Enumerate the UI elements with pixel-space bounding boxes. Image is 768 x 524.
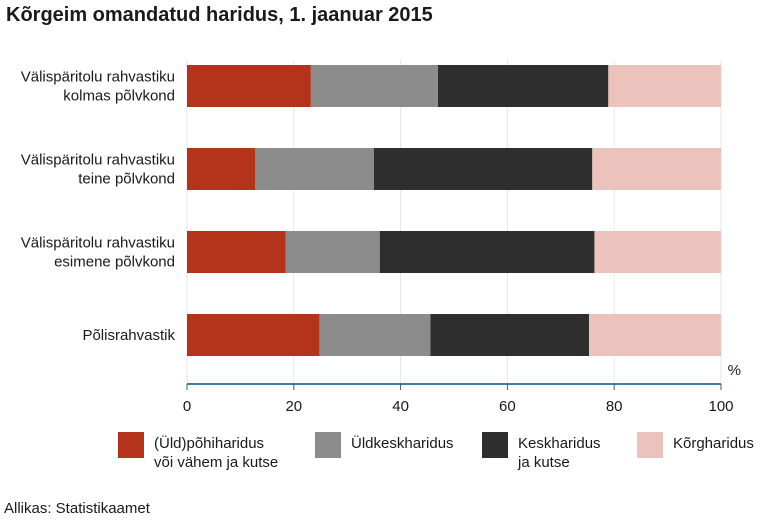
bar-segment [187,65,311,107]
bar-segment [589,314,721,356]
bar-segment [187,231,286,273]
legend-label: Üldkeskharidus [351,434,454,452]
category-label-line: teine põlvkond [78,171,175,188]
bar-segment [285,231,380,273]
bar-segment [187,148,256,190]
legend-label-line: Keskharidus [518,435,601,452]
legend-label: (Üld)põhiharidus või vähem ja kutse [154,434,278,471]
x-tick-label: 100 [708,398,733,415]
legend-swatch [118,432,144,458]
category-label-line: Välispäritolu rahvastiku [21,152,175,169]
bar-segment [379,231,595,273]
x-axis-unit: % [728,362,741,379]
x-tick-label: 40 [392,398,409,415]
legend-swatch [637,432,663,458]
category-label-line: Välispäritolu rahvastiku [21,69,175,86]
legend-label-line: Kõrgharidus [673,435,754,452]
legend-label-line: Üldkeskharidus [351,434,454,452]
chart-title: Kõrgeim omandatud haridus, 1. jaanuar 20… [6,4,433,26]
legend-swatch [482,432,508,458]
x-tick-label: 20 [285,398,302,415]
bar-segment [319,314,431,356]
x-tick-label: 0 [183,398,191,415]
category-label: Põlisrahvastik [82,327,175,344]
legend-label: Kõrgharidus [673,435,754,452]
bar-segment [437,65,609,107]
bar-segment [594,231,721,273]
bar-segment [430,314,590,356]
category-label-line: kolmas põlvkond [63,88,175,105]
legend-label: Keskharidus ja kutse [517,435,601,471]
bar-segment [187,314,320,356]
bar-segment [255,148,374,190]
category-label: Välispäritolu rahvastiku kolmas põlvkond [21,69,175,105]
bar-segment [608,65,721,107]
legend-label-line: või vähem ja kutse [154,454,278,471]
source-note: Allikas: Statistikaamet [4,500,150,517]
legend-label-line: (Üld)põhiharidus [154,434,264,452]
bar-segment [592,148,721,190]
x-tick-label: 80 [606,398,623,415]
category-labels: Välispäritolu rahvastiku kolmas põlvkondV… [21,69,176,345]
category-label-line: Välispäritolu rahvastiku [21,235,175,252]
bar-segment [373,148,593,190]
category-label-line: esimene põlvkond [54,254,175,271]
category-label-line: Põlisrahvastik [82,327,175,344]
bar-segment [310,65,438,107]
bars [187,65,721,356]
legend-swatch [315,432,341,458]
legend: (Üld)põhiharidus või vähem ja kutse Üldkes… [118,432,754,471]
x-axis: 0 20 40 60 80 100% [183,362,741,415]
legend-label-line: ja kutse [517,454,570,471]
x-tick-label: 60 [499,398,516,415]
category-label: Välispäritolu rahvastiku teine põlvkond [21,152,175,188]
category-label: Välispäritolu rahvastiku esimene põlvkond [21,235,175,271]
